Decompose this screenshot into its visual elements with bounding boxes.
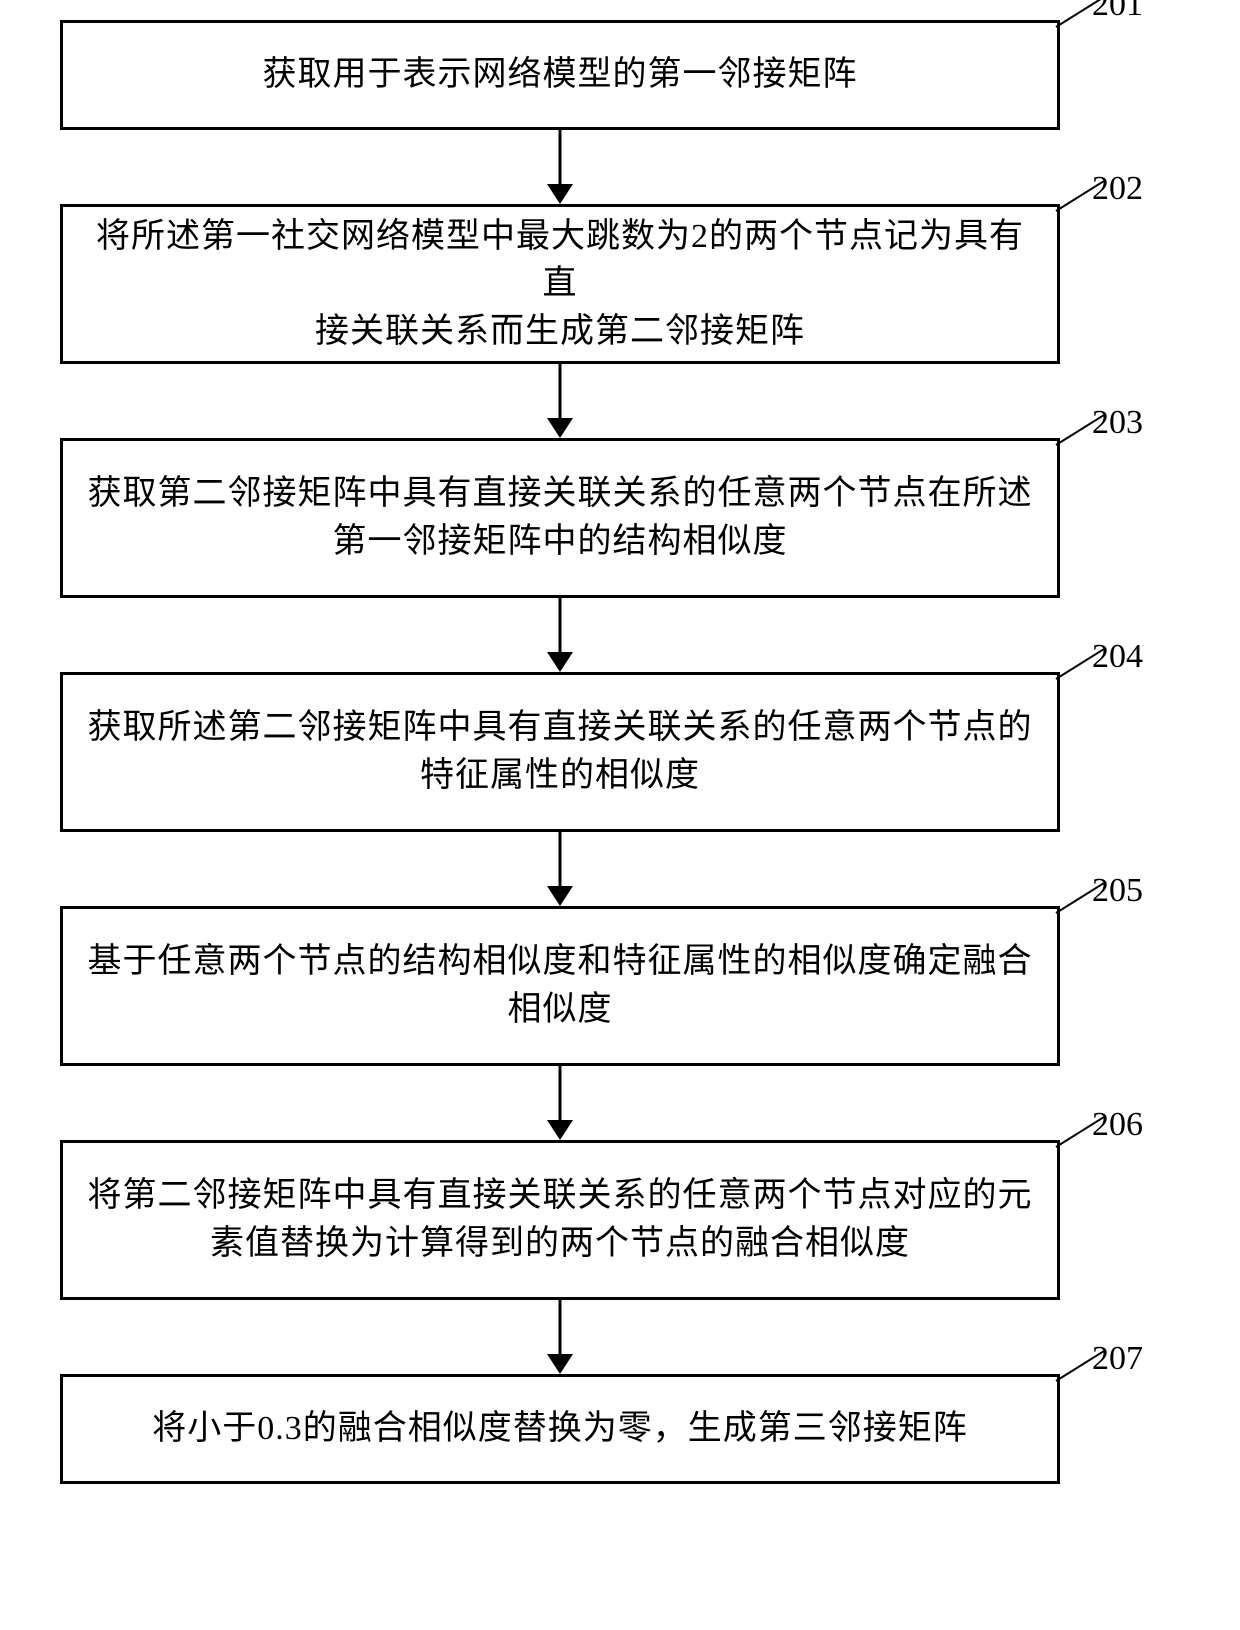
flow-step-text: 基于任意两个节点的结构相似度和特征属性的相似度确定融合 相似度 [88,938,1033,1033]
flow-step-row: 基于任意两个节点的结构相似度和特征属性的相似度确定融合 相似度205 [60,906,1150,1066]
step-label: 202 [1092,170,1143,208]
flow-step-text: 获取所述第二邻接矩阵中具有直接关联关系的任意两个节点的 特征属性的相似度 [88,704,1033,799]
flow-step-text: 将所述第一社交网络模型中最大跳数为2的两个节点记为具有直 接关联关系而生成第二邻… [87,213,1033,356]
step-label: 203 [1092,404,1143,442]
step-label: 201 [1092,0,1143,24]
flow-step-row: 获取第二邻接矩阵中具有直接关联关系的任意两个节点在所述 第一邻接矩阵中的结构相似… [60,438,1150,598]
flow-step-row: 将小于0.3的融合相似度替换为零，生成第三邻接矩阵207 [60,1374,1150,1484]
flow-step-row: 获取用于表示网络模型的第一邻接矩阵201 [60,20,1150,130]
flow-step-box: 获取用于表示网络模型的第一邻接矩阵 [60,20,1060,130]
flow-arrow-down [60,598,1060,672]
flow-arrow-down [60,364,1060,438]
step-label: 206 [1092,1106,1143,1144]
step-label: 205 [1092,872,1143,910]
flow-step-box: 基于任意两个节点的结构相似度和特征属性的相似度确定融合 相似度 [60,906,1060,1066]
flow-step-box: 将小于0.3的融合相似度替换为零，生成第三邻接矩阵 [60,1374,1060,1484]
flow-step-row: 将第二邻接矩阵中具有直接关联关系的任意两个节点对应的元 素值替换为计算得到的两个… [60,1140,1150,1300]
flow-step-box: 获取所述第二邻接矩阵中具有直接关联关系的任意两个节点的 特征属性的相似度 [60,672,1060,832]
flow-step-row: 获取所述第二邻接矩阵中具有直接关联关系的任意两个节点的 特征属性的相似度204 [60,672,1150,832]
flow-step-box: 将所述第一社交网络模型中最大跳数为2的两个节点记为具有直 接关联关系而生成第二邻… [60,204,1060,364]
flow-step-row: 将所述第一社交网络模型中最大跳数为2的两个节点记为具有直 接关联关系而生成第二邻… [60,204,1150,364]
step-label: 204 [1092,638,1143,676]
step-label: 207 [1092,1340,1143,1378]
flowchart: 获取用于表示网络模型的第一邻接矩阵201 将所述第一社交网络模型中最大跳数为2的两… [60,20,1150,1484]
flow-step-text: 获取用于表示网络模型的第一邻接矩阵 [263,51,858,99]
flow-arrow-down [60,1066,1060,1140]
flow-arrow-down [60,832,1060,906]
flow-arrow-down [60,1300,1060,1374]
flow-step-box: 获取第二邻接矩阵中具有直接关联关系的任意两个节点在所述 第一邻接矩阵中的结构相似… [60,438,1060,598]
flow-arrow-down [60,130,1060,204]
flow-step-text: 将第二邻接矩阵中具有直接关联关系的任意两个节点对应的元 素值替换为计算得到的两个… [88,1172,1033,1267]
flow-step-box: 将第二邻接矩阵中具有直接关联关系的任意两个节点对应的元 素值替换为计算得到的两个… [60,1140,1060,1300]
flow-step-text: 将小于0.3的融合相似度替换为零，生成第三邻接矩阵 [152,1405,968,1453]
flow-step-text: 获取第二邻接矩阵中具有直接关联关系的任意两个节点在所述 第一邻接矩阵中的结构相似… [88,470,1033,565]
